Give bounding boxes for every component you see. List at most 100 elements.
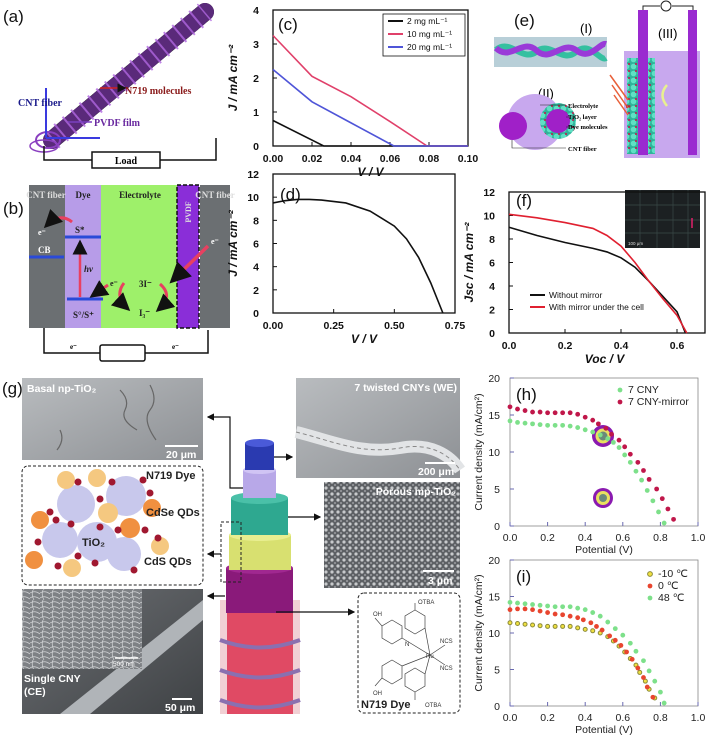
x-axis-label: Potential (V) [575, 724, 633, 736]
y-tick-label: 8 [489, 234, 495, 246]
label-electron-1: e⁻ [38, 228, 46, 237]
data-point [537, 623, 543, 629]
panel-label-h: (h) [516, 385, 537, 404]
label-part-1: (I) [580, 21, 592, 36]
legend-label: -10 ℃ [658, 568, 688, 580]
label-electrolyte-e: Electrolyte [568, 103, 598, 110]
series-2 [272, 68, 468, 147]
label-electrolyte: Electrolyte [119, 190, 161, 200]
legend-marker [617, 399, 623, 405]
label-ce: (CE) [24, 686, 46, 698]
data-point [530, 409, 535, 415]
y-tick-label: 0 [494, 701, 500, 713]
counter-electrode [688, 10, 697, 155]
label-otba-top: OTBA [418, 600, 434, 606]
data-point [552, 422, 558, 428]
twisted-fiber-strand-purple [493, 41, 607, 58]
y-axis-label: Current density (mA/cm²) [473, 393, 485, 510]
x-axis-label: Potential (V) [575, 544, 633, 556]
y-tick-label: 0 [489, 328, 495, 340]
data-point [552, 623, 558, 629]
data-point [567, 410, 573, 416]
label-3i: 3I⁻ [139, 279, 152, 289]
data-point [567, 613, 573, 619]
external-load-box [99, 344, 146, 362]
coaxial-fiber-cell-illustration [219, 439, 301, 714]
data-point [575, 411, 581, 417]
x-tick-label: 0.2 [540, 712, 555, 724]
data-point [552, 410, 558, 416]
series-0 [507, 620, 658, 701]
data-point [627, 640, 633, 646]
data-point [656, 509, 661, 515]
label-cnt-fiber: CNT fiber [18, 98, 63, 109]
data-point [605, 619, 611, 625]
data-point [515, 621, 521, 627]
working-electrode [638, 10, 648, 155]
label-electron-circuit-right: e⁻ [172, 343, 179, 351]
data-point [652, 678, 658, 684]
data-point [622, 452, 628, 458]
x-tick-label: 0.25 [323, 320, 344, 332]
data-point [545, 603, 550, 609]
load-box [91, 151, 161, 169]
data-point [594, 624, 599, 629]
data-point [545, 410, 550, 416]
y-tick-label: 4 [253, 5, 259, 17]
data-point [661, 520, 667, 526]
data-point [607, 633, 613, 639]
data-point [537, 608, 543, 614]
data-point [622, 444, 628, 450]
data-point [599, 627, 605, 633]
data-point [515, 420, 520, 425]
data-point [642, 678, 648, 684]
inset-image [625, 190, 700, 248]
data-point [590, 429, 596, 435]
data-point [515, 406, 520, 412]
y-tick-label: 1 [253, 107, 259, 119]
legend-marker [647, 583, 653, 589]
x-tick-label: 0.02 [302, 153, 323, 165]
label-cds-qds: CdS QDs [144, 556, 192, 568]
cell-wire [642, 5, 694, 10]
y-axis-label: Jsc / mA cm⁻² [462, 222, 476, 303]
twisted-cnys-sem-image [296, 378, 460, 478]
panel-g: (g) Basal np-TiO₂ 20 μm N719 Dye CdSe QD… [2, 378, 465, 714]
data-point [612, 637, 618, 643]
data-point [522, 408, 528, 413]
y-tick-label: 2 [253, 285, 259, 297]
data-point [575, 605, 581, 611]
nanoparticle-illustration [25, 469, 169, 577]
data-point [552, 604, 558, 610]
legend-label: 7 CNY [628, 384, 659, 396]
label-load: Load [115, 156, 138, 167]
electron-injection-arrow-icon [43, 209, 73, 229]
data-point [612, 626, 618, 632]
basal-scale-label: 20 μm [166, 449, 196, 461]
data-point [597, 432, 603, 438]
panel-label-b: (b) [3, 199, 24, 218]
x-tick-label: 1.0 [691, 532, 706, 544]
data-point [537, 409, 543, 415]
series-line [272, 68, 468, 147]
y-axis-label: J / mA cm⁻² [226, 209, 240, 277]
data-point [618, 643, 624, 648]
data-point [671, 516, 676, 522]
label-n719-molecules: N719 molecules [125, 86, 191, 97]
label-n719-structure-title: N719 Dye [361, 699, 411, 711]
label-tio2-layer: TiO₂ layer [568, 114, 597, 121]
legend-label: 7 CNY-mirror [628, 396, 689, 408]
label-ru: Ru [426, 654, 434, 660]
data-point [629, 656, 635, 662]
data-point [620, 632, 626, 638]
data-point [582, 427, 588, 433]
panel-label-g: (g) [2, 379, 23, 398]
single-cny-inset-image [22, 589, 142, 669]
label-electron-2: e⁻ [110, 279, 118, 288]
x-tick-label: 0.4 [578, 532, 593, 544]
chart-d: 0.00 0.25 0.50 0.75 0 2 4 6 8 10 12 V / V J / mA cm⁻… [226, 169, 465, 346]
label-dye-molecules: Dye molecules [568, 124, 608, 131]
